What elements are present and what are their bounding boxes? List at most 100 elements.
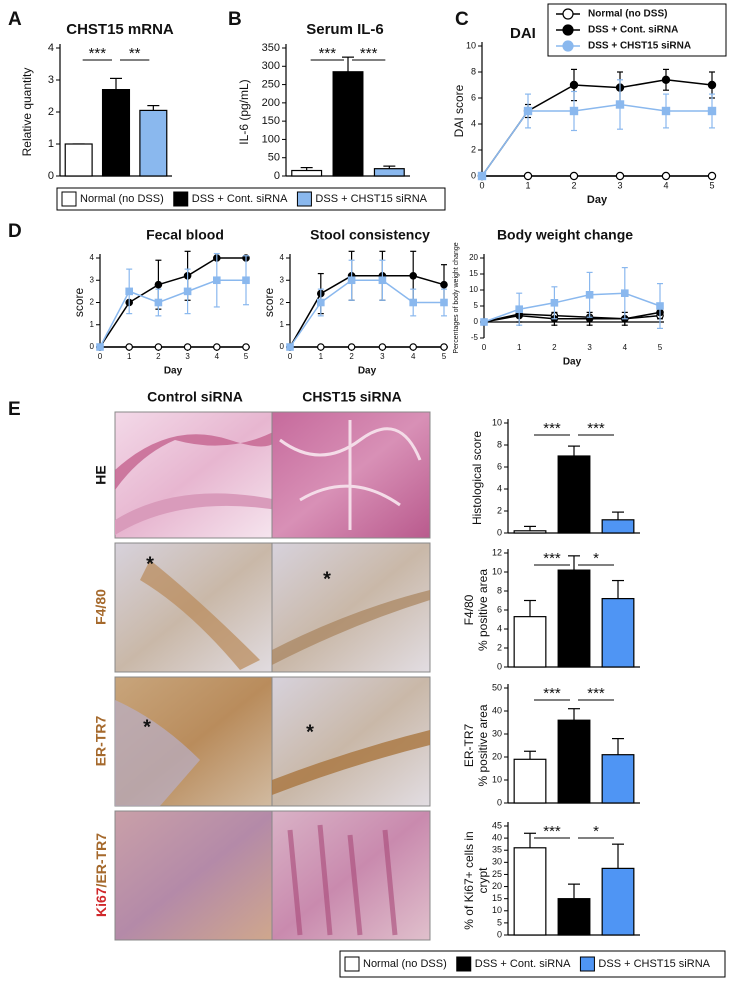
marker xyxy=(378,343,387,351)
legend-label: DSS + Cont. siRNA xyxy=(475,958,571,970)
chart: 0 10 20 30 40 50 ER-TR7% positive area *** *** xyxy=(462,682,640,807)
series-line xyxy=(483,313,661,323)
chart-title: CHST15 mRNA xyxy=(66,21,174,38)
y-axis-label: ER-TR7 xyxy=(462,724,476,768)
y-tick-label: 5 xyxy=(497,917,502,927)
marker xyxy=(569,171,579,181)
y-tick-label: 1 xyxy=(90,320,95,329)
marker xyxy=(656,302,664,310)
y-tick-label: 0 xyxy=(274,170,280,182)
chart: DAI 0 2 4 6 8 10 DAI score 0 1 2 3 4 5 Day xyxy=(452,25,717,206)
marker xyxy=(569,80,579,90)
marker xyxy=(523,106,533,116)
significance-label: *** xyxy=(360,45,378,62)
y-tick-label: 35 xyxy=(492,845,502,855)
significance-label: *** xyxy=(587,420,605,437)
y-axis-label: Histological score xyxy=(470,431,484,525)
panel-letter: D xyxy=(8,221,22,242)
marker xyxy=(213,343,221,351)
tissue xyxy=(272,590,430,665)
marker xyxy=(242,276,250,285)
chart-title: Body weight change xyxy=(497,227,633,243)
x-tick-label: 1 xyxy=(127,352,132,361)
marker xyxy=(316,343,325,351)
legend-swatch xyxy=(456,956,472,972)
x-axis-label: Day xyxy=(563,357,582,368)
chart-title: Stool consistency xyxy=(310,227,430,243)
y-axis-label: DAI score xyxy=(452,84,466,137)
marker xyxy=(409,298,418,307)
y-axis-label: crypt xyxy=(476,867,490,894)
marker xyxy=(409,271,418,280)
legend-swatch xyxy=(344,956,360,972)
x-tick-label: 0 xyxy=(98,352,103,361)
series-line xyxy=(99,257,246,348)
y-tick-label: 0 xyxy=(497,527,502,537)
legend: Normal (no DSS) DSS + Cont. siRNA DSS + CH… xyxy=(56,187,446,211)
row-label-part: Ki67 xyxy=(93,887,109,917)
x-tick-label: 0 xyxy=(482,343,487,352)
significance-label: *** xyxy=(543,550,561,567)
legend-marker xyxy=(562,40,574,52)
y-tick-label: 350 xyxy=(262,42,280,54)
tissue xyxy=(115,493,277,535)
y-tick-label: 10 xyxy=(492,417,502,427)
marker xyxy=(378,276,387,285)
y-tick-label: 15 xyxy=(492,893,502,903)
marker xyxy=(154,298,163,307)
row-label: HE xyxy=(93,465,109,484)
marker xyxy=(286,343,294,351)
x-tick-label: 0 xyxy=(288,352,293,361)
y-tick-label: 45 xyxy=(492,820,502,830)
significance-label: * xyxy=(593,550,599,567)
y-tick-label: 15 xyxy=(469,269,478,278)
y-tick-label: 2 xyxy=(497,642,502,652)
marker xyxy=(154,280,163,289)
x-tick-label: 5 xyxy=(709,180,714,190)
legend-label: Normal (no DSS) xyxy=(588,9,667,20)
series-line xyxy=(289,279,444,348)
column-header: CHST15 siRNA xyxy=(302,389,402,405)
y-tick-label: 4 xyxy=(497,483,502,493)
significance-label: * xyxy=(593,823,599,840)
bar xyxy=(513,616,547,668)
marker xyxy=(480,318,488,326)
bar xyxy=(557,719,591,804)
marker xyxy=(347,276,356,285)
x-tick-label: 5 xyxy=(442,352,447,361)
y-tick-label: 30 xyxy=(492,857,502,867)
x-tick-label: 5 xyxy=(658,343,663,352)
y-axis-label: score xyxy=(72,288,86,318)
y-tick-label: 0 xyxy=(48,170,54,182)
marker xyxy=(615,171,625,181)
bar xyxy=(332,71,364,177)
marker xyxy=(661,171,671,181)
chart: Fecal blood 0 1 2 3 4 score 0 1 2 3 4 5 Day xyxy=(72,227,250,377)
marker xyxy=(347,343,356,351)
y-axis-label: F4/80 xyxy=(462,594,476,625)
x-axis-label: Day xyxy=(587,194,608,206)
y-axis-label: IL-6 (pg/mL) xyxy=(237,79,251,144)
marker xyxy=(183,343,192,351)
significance-label: *** xyxy=(543,823,561,840)
y-tick-label: 2 xyxy=(280,298,285,307)
y-axis-label: Relative quantity xyxy=(20,68,34,157)
series-line xyxy=(99,279,246,348)
y-tick-label: 2 xyxy=(48,106,54,118)
tissue xyxy=(287,824,398,936)
bar xyxy=(557,455,591,534)
marker xyxy=(477,171,487,181)
marker xyxy=(242,343,250,351)
legend-label: Normal (no DSS) xyxy=(363,958,447,970)
row-label: F4/80 xyxy=(93,589,109,625)
y-tick-label: 4 xyxy=(280,253,285,262)
x-tick-label: 2 xyxy=(571,180,576,190)
y-axis-label: % positive area xyxy=(476,704,490,786)
legend-frame xyxy=(339,950,726,978)
y-tick-label: 150 xyxy=(262,115,280,127)
y-tick-label: 5 xyxy=(474,301,479,310)
marker xyxy=(615,100,625,109)
x-tick-label: 2 xyxy=(349,352,354,361)
